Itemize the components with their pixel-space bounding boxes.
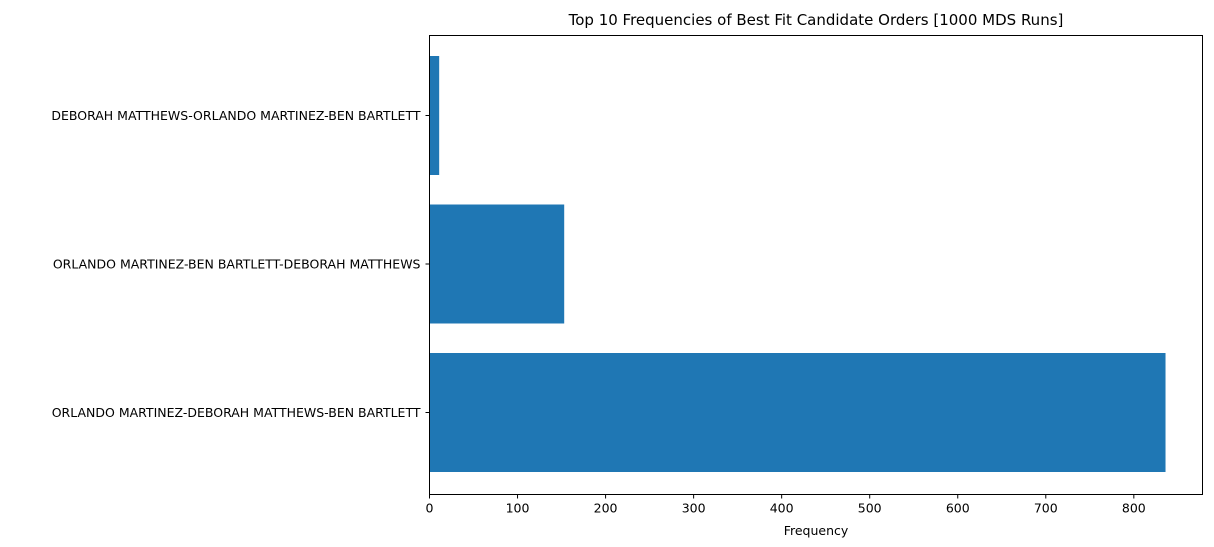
x-tick-label: 0	[426, 501, 434, 516]
y-tick-label: ORLANDO MARTINEZ-BEN BARTLETT-DEBORAH MA…	[53, 257, 421, 272]
plot-frame	[429, 35, 1203, 495]
x-tick-label: 700	[1034, 501, 1058, 516]
x-tick-label: 800	[1122, 501, 1146, 516]
x-tick-label: 100	[506, 501, 530, 516]
x-axis-ticks: 0 100 200 300 400 500 600 700 800	[426, 494, 1146, 516]
y-axis-ticks: ORLANDO MARTINEZ-DEBORAH MATTHEWS-BEN BA…	[51, 108, 430, 420]
x-axis-title: Frequency	[784, 523, 849, 538]
bar	[429, 353, 1166, 472]
x-tick-label: 600	[946, 501, 970, 516]
bars-group	[429, 56, 1166, 472]
x-tick-label: 500	[858, 501, 882, 516]
bar	[429, 56, 440, 175]
y-tick-label: ORLANDO MARTINEZ-DEBORAH MATTHEWS-BEN BA…	[52, 405, 421, 420]
x-tick-label: 400	[770, 501, 794, 516]
bar	[429, 204, 565, 324]
x-tick-label: 300	[682, 501, 706, 516]
chart-title: Top 10 Frequencies of Best Fit Candidate…	[568, 11, 1064, 29]
y-tick-label: DEBORAH MATTHEWS-ORLANDO MARTINEZ-BEN BA…	[51, 108, 421, 123]
x-tick-label: 200	[594, 501, 618, 516]
